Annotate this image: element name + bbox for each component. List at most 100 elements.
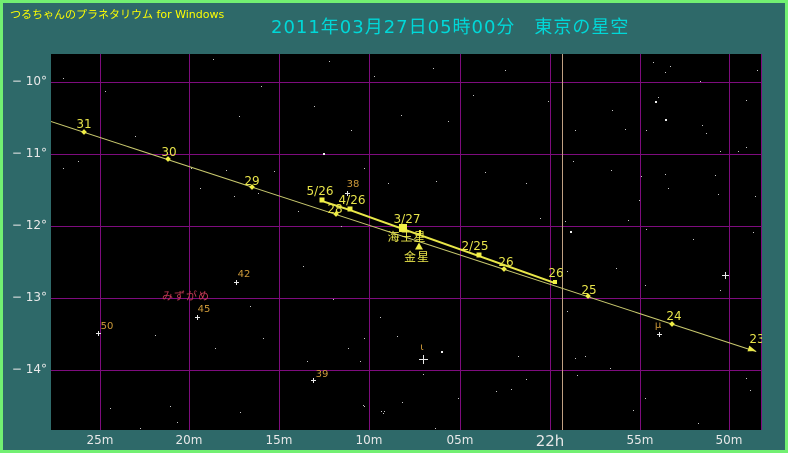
grid-line-vertical (279, 54, 280, 430)
star (611, 170, 612, 171)
star (155, 335, 156, 336)
star (423, 374, 424, 375)
moon-dot (319, 197, 325, 203)
star-designation-label: 39 (315, 369, 329, 380)
star (757, 70, 758, 71)
star (363, 405, 364, 406)
grid-line-vertical (460, 54, 461, 430)
 (236, 279, 237, 285)
star (333, 299, 334, 300)
 (98, 330, 99, 336)
star (240, 412, 241, 413)
star (381, 411, 382, 412)
x-axis-label: 05m (446, 433, 474, 447)
star (239, 116, 240, 117)
star (746, 100, 747, 101)
star (706, 133, 707, 134)
star (274, 171, 275, 172)
star (380, 317, 381, 318)
star (585, 356, 586, 357)
venus-day-label: 23 (749, 332, 762, 346)
star (78, 161, 79, 162)
grid-line-vertical (189, 54, 190, 430)
star (577, 375, 578, 376)
x-axis-label: 55m (626, 433, 654, 447)
moon-dot (347, 206, 353, 212)
moon-date-label: 3/27 (393, 212, 421, 226)
star (746, 147, 747, 148)
star-chart-canvas[interactable]: 31302928262524235/264/263/272/2526海王星金星み… (51, 54, 762, 430)
star (610, 368, 611, 369)
constellation-label-aquarius: みずがめ (162, 289, 210, 303)
star (110, 408, 111, 409)
star (388, 183, 389, 184)
y-axis-label: − 14° (11, 362, 47, 376)
star (261, 86, 262, 87)
star (435, 428, 436, 429)
star (646, 130, 647, 131)
moon-date-label: 4/26 (338, 193, 366, 207)
star (263, 338, 264, 339)
star (655, 101, 657, 103)
star (567, 271, 568, 272)
venus-position-arrow-icon (415, 242, 423, 250)
star (383, 413, 384, 414)
star (575, 130, 576, 131)
x-axis-label: 22h (535, 432, 565, 450)
star (720, 151, 721, 152)
 (725, 271, 726, 279)
 (313, 377, 314, 383)
star (402, 402, 403, 403)
star (258, 193, 259, 194)
star (645, 398, 646, 399)
star (307, 361, 308, 362)
grid-line-vertical (369, 54, 370, 430)
star (341, 226, 342, 227)
grid-line-vertical (550, 54, 551, 430)
venus-day-label: 25 (581, 283, 597, 297)
y-axis-label: − 10° (11, 74, 47, 88)
grid-line-vertical (640, 54, 641, 430)
grid-line-horizontal (51, 154, 762, 155)
star-designation-label: 45 (197, 304, 211, 315)
star (63, 168, 64, 169)
neptune-label: 海王星 (387, 230, 427, 244)
star (668, 188, 669, 189)
star (665, 174, 666, 175)
grid-line-horizontal (51, 370, 762, 371)
star (448, 121, 449, 122)
star (548, 101, 549, 102)
star (540, 218, 541, 219)
star (177, 422, 178, 423)
star (665, 72, 666, 73)
y-axis-label: − 11° (11, 146, 47, 160)
 (347, 190, 348, 196)
star (401, 115, 402, 116)
star (360, 361, 361, 362)
grid-line-vertical (761, 54, 762, 430)
star (314, 106, 315, 107)
x-axis-label: 25m (86, 433, 114, 447)
moon-date-label: 26 (548, 266, 564, 280)
star (234, 196, 235, 197)
venus-label: 金星 (403, 250, 431, 264)
star (348, 348, 349, 349)
star (105, 91, 106, 92)
chart-title: 2011年03月27日05時00分 東京の星空 (271, 17, 630, 38)
star-designation-label: 42 (237, 269, 251, 280)
star (633, 410, 634, 411)
star (646, 229, 647, 230)
star (573, 161, 574, 162)
star (565, 221, 566, 222)
star (140, 428, 141, 429)
star (670, 66, 671, 67)
venus-day-label: 29 (244, 174, 260, 188)
x-axis-label: 20m (175, 433, 203, 447)
star (505, 70, 506, 71)
venus-day-label: 30 (161, 145, 177, 159)
star (511, 389, 512, 390)
star (518, 356, 519, 357)
moon-path-segment (478, 255, 555, 284)
star (567, 311, 568, 312)
